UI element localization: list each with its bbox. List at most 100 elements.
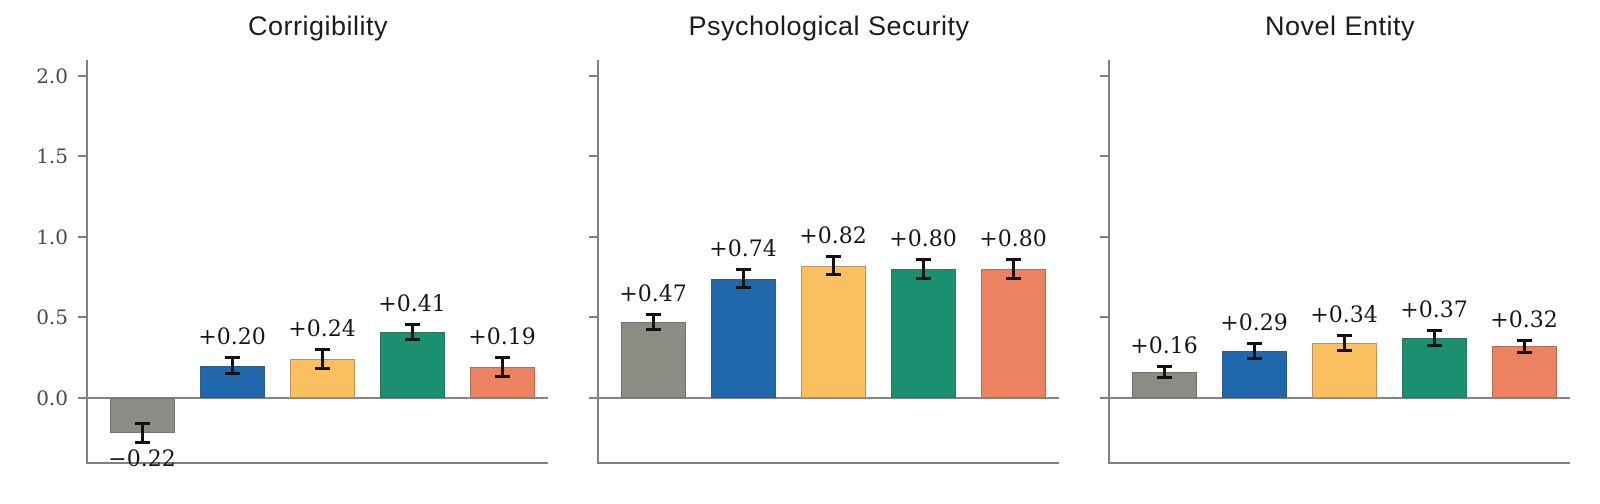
error-bar-line bbox=[1342, 334, 1346, 352]
error-bar-line bbox=[230, 357, 234, 374]
error-bar-cap-top bbox=[314, 348, 330, 352]
panel-title-corrigibility: Corrigibility bbox=[247, 11, 389, 41]
bar bbox=[620, 322, 686, 398]
bar bbox=[379, 331, 445, 398]
error-bar-line bbox=[320, 349, 324, 369]
bar-value-label: +0.19 bbox=[468, 325, 536, 351]
bar-value-label: +0.80 bbox=[979, 227, 1047, 253]
error-bar-cap-bottom bbox=[1156, 376, 1172, 380]
bar-value-label: +0.37 bbox=[1400, 298, 1468, 324]
y-tick-mark bbox=[589, 235, 597, 238]
error-bar-cap-top bbox=[825, 255, 841, 259]
y-tick-mark bbox=[589, 316, 597, 319]
bar bbox=[289, 359, 355, 398]
y-tick-label: 2.0 bbox=[36, 64, 68, 89]
error-bar-line bbox=[1011, 259, 1015, 279]
error-bar-line bbox=[410, 323, 414, 340]
bar-value-label: +0.47 bbox=[619, 282, 687, 308]
bar-value-label: +0.34 bbox=[1310, 302, 1378, 328]
x-axis-spine bbox=[597, 462, 1059, 464]
panel-title-psychological-security: Psychological Security bbox=[688, 11, 970, 41]
y-tick-mark bbox=[1100, 316, 1108, 319]
bar bbox=[1491, 346, 1557, 398]
bar bbox=[800, 265, 866, 398]
bar bbox=[1401, 338, 1467, 398]
x-axis-spine bbox=[1108, 462, 1570, 464]
error-bar-line bbox=[921, 259, 925, 279]
error-bar-cap-top bbox=[1005, 258, 1021, 262]
y-tick-mark bbox=[78, 75, 86, 78]
y-tick-label: 1.0 bbox=[36, 224, 68, 249]
y-tick-mark bbox=[78, 155, 86, 158]
bar bbox=[980, 269, 1046, 398]
y-tick-label: 0.5 bbox=[36, 305, 68, 330]
bar-value-label: +0.24 bbox=[288, 317, 356, 343]
y-tick-mark bbox=[589, 75, 597, 78]
error-bar-cap-top bbox=[224, 356, 240, 360]
error-bar-line bbox=[1522, 339, 1526, 353]
y-tick-mark bbox=[1100, 155, 1108, 158]
zero-baseline bbox=[1108, 396, 1570, 399]
error-bar-line bbox=[1432, 330, 1436, 347]
error-bar-line bbox=[500, 357, 504, 377]
zero-baseline bbox=[597, 396, 1059, 399]
bar-value-label: +0.32 bbox=[1490, 307, 1558, 333]
y-tick-mark bbox=[589, 396, 597, 399]
y-tick-mark bbox=[1100, 235, 1108, 238]
bar-value-label: +0.82 bbox=[799, 224, 867, 250]
error-bar-cap-top bbox=[134, 422, 150, 426]
bar bbox=[890, 269, 956, 398]
error-bar-cap-bottom bbox=[494, 374, 510, 378]
error-bar-cap-top bbox=[1246, 342, 1262, 345]
y-axis-spine bbox=[597, 60, 599, 464]
error-bar-cap-bottom bbox=[735, 286, 751, 290]
x-axis-spine bbox=[86, 462, 548, 464]
error-bar-cap-top bbox=[1336, 333, 1352, 337]
error-bar-cap-top bbox=[404, 322, 420, 326]
bar-value-label: +0.41 bbox=[378, 291, 446, 317]
error-bar-line bbox=[831, 256, 835, 276]
y-tick-label: 0.0 bbox=[36, 385, 68, 410]
zero-baseline bbox=[86, 396, 548, 399]
error-bar-cap-bottom bbox=[224, 371, 240, 375]
error-bar-cap-top bbox=[1156, 364, 1172, 368]
bar-value-label: −0.22 bbox=[108, 446, 176, 472]
error-bar-cap-top bbox=[1426, 329, 1442, 333]
error-bar-line bbox=[1252, 343, 1256, 360]
error-bar-cap-bottom bbox=[1426, 344, 1442, 348]
y-tick-label: 1.5 bbox=[36, 144, 68, 169]
bar bbox=[710, 278, 776, 398]
error-bar-line bbox=[741, 269, 745, 289]
error-bar-cap-top bbox=[645, 313, 661, 317]
y-axis-spine bbox=[86, 60, 88, 464]
error-bar-line bbox=[140, 423, 144, 443]
bar-value-label: +0.29 bbox=[1220, 311, 1288, 336]
error-bar-cap-bottom bbox=[1246, 357, 1262, 361]
error-bar-cap-bottom bbox=[1336, 349, 1352, 353]
y-tick-mark bbox=[1100, 75, 1108, 78]
y-tick-mark bbox=[78, 396, 86, 399]
error-bar-cap-bottom bbox=[645, 328, 661, 332]
panel-title-novel-entity: Novel Entity bbox=[1264, 11, 1416, 41]
bar-value-label: +0.16 bbox=[1130, 333, 1198, 359]
bar-value-label: +0.20 bbox=[198, 325, 266, 351]
bar-value-label: +0.74 bbox=[709, 237, 777, 263]
error-bar-line bbox=[651, 314, 655, 331]
y-tick-mark bbox=[78, 235, 86, 238]
error-bar-cap-bottom bbox=[134, 440, 150, 444]
error-bar-cap-top bbox=[1516, 338, 1532, 342]
y-tick-mark bbox=[78, 316, 86, 319]
error-bar-line bbox=[1162, 365, 1166, 379]
error-bar-cap-bottom bbox=[825, 273, 841, 277]
y-tick-mark bbox=[589, 155, 597, 158]
error-bar-cap-bottom bbox=[1005, 276, 1021, 280]
error-bar-cap-top bbox=[735, 268, 751, 272]
error-bar-cap-bottom bbox=[314, 366, 330, 370]
y-tick-mark bbox=[1100, 396, 1108, 399]
y-axis-spine bbox=[1108, 60, 1110, 464]
error-bar-cap-top bbox=[494, 356, 510, 360]
bar-value-label: +0.80 bbox=[889, 227, 957, 253]
error-bar-cap-top bbox=[915, 258, 931, 262]
error-bar-cap-bottom bbox=[1516, 350, 1532, 354]
